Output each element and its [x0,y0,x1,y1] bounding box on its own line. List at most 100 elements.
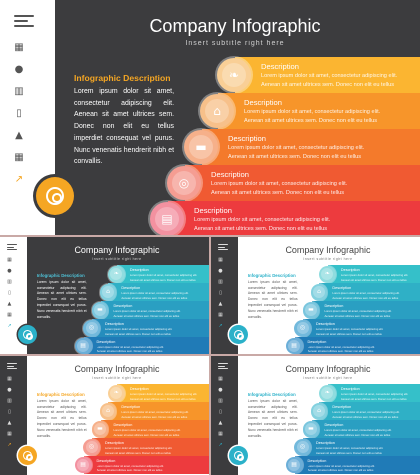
book-icon[interactable]: ▥ [218,278,223,285]
step-desc-line2: Aenean sit amet ultrices sem. Donec non … [261,82,395,88]
grid-icon[interactable]: ▦ [218,430,223,437]
step-title: Description [96,458,116,463]
trend-icon[interactable]: ↗ [218,322,223,329]
step-title: Description [129,267,149,272]
thumbs-up-icon[interactable]: ▲ [7,419,12,426]
step-band [202,129,420,165]
intro-heading: Infographic Description [36,273,85,279]
leaf-icon: ❧ [228,68,240,82]
step-desc-line1: Lorem ipsum dolor sit amet, consectetur … [129,392,198,397]
leaf-icon: ❧ [113,389,119,397]
building-icon[interactable]: ▦ [14,42,24,53]
grid-icon[interactable]: ▦ [218,311,223,318]
grid-icon[interactable]: ▦ [7,430,12,437]
menu-icon[interactable] [217,363,228,370]
step-desc-line2: Aenean sit amet ultrices sem. Donec non … [332,295,399,300]
trend-icon[interactable]: ↗ [7,322,12,329]
menu-icon[interactable] [6,363,17,370]
step-title: Description [113,422,133,427]
logo-seal [228,446,248,466]
step-title: Description [307,458,327,463]
leaf-icon: ❧ [324,270,330,278]
step-desc-line1: Lorem ipsum dolor sit amet, consectetur … [104,327,173,332]
step-band [83,337,209,354]
step-band [116,384,209,403]
step-band [311,420,420,439]
book-icon[interactable]: ▥ [7,397,12,404]
grid-icon[interactable]: ▦ [7,311,12,318]
book-icon[interactable]: ▥ [14,86,24,97]
intro-body: Lorem ipsum dolor sit amet, consectetur … [36,398,87,438]
thumbnail-slide-4[interactable]: ▦ ● ▥ ▯ ▲ ▦ ↗ Company Infographic Insert subtitl… [211,356,420,475]
step-band [116,265,209,284]
page-subtitle: Insert subtitle right here [92,375,142,380]
thumbs-up-icon[interactable]: ▲ [218,300,223,307]
step-circle: ⌂ [310,283,328,301]
menu-icon[interactable] [6,244,17,251]
target-icon: ◎ [88,324,95,332]
trend-icon[interactable]: ↗ [7,441,12,448]
step-desc-line2: Aenean sit amet ultrices sem. Donec non … [96,349,163,354]
building-icon[interactable]: ▦ [218,375,223,382]
trend-icon[interactable]: ↗ [218,441,223,448]
trend-icon[interactable]: ↗ [14,174,24,185]
step-title: Description [129,386,149,391]
thumbs-up-icon[interactable]: ▲ [15,130,23,141]
step-title: Description [261,62,299,71]
people-icon[interactable]: ● [218,267,223,274]
logo-seal [228,325,248,345]
building-icon[interactable]: ▦ [7,375,12,382]
step-circle: ▬ [184,130,218,164]
step-circle: ▬ [91,301,109,319]
thumbs-up-icon[interactable]: ▲ [218,419,223,426]
target-icon: ◎ [88,443,95,451]
page-title: Company Infographic [285,244,371,255]
step-desc-line1: Lorem ipsum dolor sit amet, consectetur … [324,428,392,433]
chart-icon: ▤ [161,212,173,226]
step-band [303,319,420,337]
step-desc-line1: Lorem ipsum dolor sit amet, consectetur … [121,291,189,296]
step-band [92,438,209,456]
people-icon[interactable]: ● [218,386,223,393]
step-desc-line1: Lorem ipsum dolor sit amet, consectetur … [307,344,375,349]
step-title: Description [315,440,335,445]
hat-icon: ▬ [308,425,314,433]
building-icon[interactable]: ▦ [7,256,12,263]
intro-body: Lorem ipsum dolor sit amet, consectetur … [247,398,298,438]
grid-icon[interactable]: ▦ [14,152,24,163]
people-icon[interactable]: ● [7,267,12,274]
step-desc-line2: Aenean sit amet ultrices sem. Donec non … [324,313,391,318]
building-icon[interactable]: ▦ [218,256,223,263]
hat-icon: ▬ [97,306,103,314]
menu-icon[interactable] [217,244,228,251]
thumbnail-slide-2[interactable]: ▦ ● ▥ ▯ ▲ ▦ ↗ Company Infographic Insert subtitl… [211,237,420,354]
target-icon: ◎ [178,176,190,190]
step-band [327,384,420,403]
leaf-icon: ❧ [324,389,330,397]
phone-icon[interactable]: ▯ [16,108,22,119]
book-icon[interactable]: ▥ [218,397,223,404]
people-icon[interactable]: ● [7,386,12,393]
step-title: Description [340,386,360,391]
step-desc-line2: Aenean sit amet ultrices sem. Donec non … [121,295,188,300]
step-circle: ▬ [302,301,320,319]
house-icon: ⌂ [213,104,221,118]
thumbs-up-icon[interactable]: ▲ [7,300,12,307]
page-subtitle: Insert subtitle right here [303,375,353,380]
people-icon[interactable]: ● [14,64,24,75]
book-icon[interactable]: ▥ [7,278,12,285]
thumbnail-slide-1[interactable]: ▦ ● ▥ ▯ ▲ ▦ ↗ Company Infographic Insert subtitl… [0,237,209,354]
phone-icon[interactable]: ▯ [219,408,222,415]
step-desc-line2: Aenean sit amet ultrices sem. Donec non … [129,396,196,401]
thumbnail-slide-3[interactable]: ▦ ● ▥ ▯ ▲ ▦ ↗ Company Infographic Insert subtitl… [0,356,209,475]
phone-icon[interactable]: ▯ [8,289,11,296]
page-title: Company Infographic [74,244,160,255]
menu-icon[interactable] [14,15,34,27]
step-title: Description [244,98,282,107]
step-circle: ⌂ [200,94,234,128]
phone-icon[interactable]: ▯ [8,408,11,415]
step-desc-line2: Aenean sit amet ultrices sem. Donec non … [332,414,399,419]
step-circle: ◎ [167,166,201,200]
intro-body: Lorem ipsum dolor sit amet, consectetur … [36,279,87,319]
phone-icon[interactable]: ▯ [219,289,222,296]
